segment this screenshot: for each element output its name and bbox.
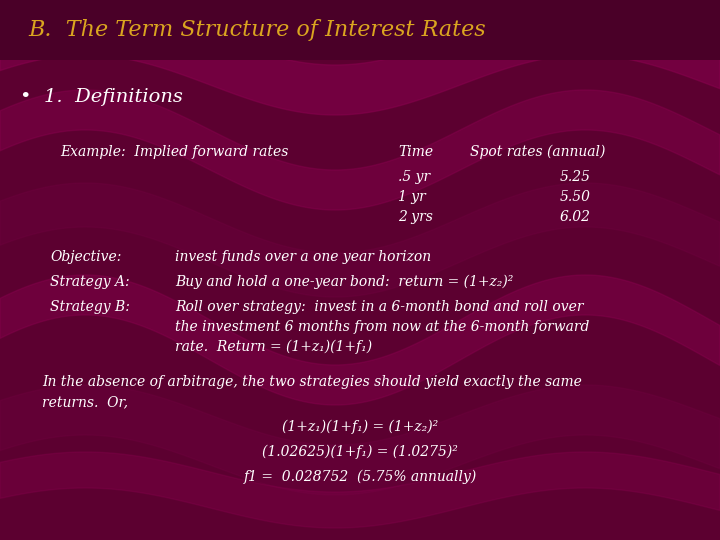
Text: Example:  Implied forward rates: Example: Implied forward rates [60, 145, 289, 159]
FancyBboxPatch shape [0, 0, 720, 60]
Text: 1 yr: 1 yr [398, 190, 426, 204]
Text: f1 =  0.028752  (5.75% annually): f1 = 0.028752 (5.75% annually) [243, 470, 477, 484]
Text: invest funds over a one year horizon: invest funds over a one year horizon [175, 250, 431, 264]
Text: Strategy A:: Strategy A: [50, 275, 130, 289]
Text: Spot rates (annual): Spot rates (annual) [470, 145, 606, 159]
Text: In the absence of arbitrage, the two strategies should yield exactly the same: In the absence of arbitrage, the two str… [42, 375, 582, 389]
Text: rate.  Return = (1+z₁)(1+f₁): rate. Return = (1+z₁)(1+f₁) [175, 340, 372, 354]
Text: Strategy B:: Strategy B: [50, 300, 130, 314]
Text: Buy and hold a one-year bond:  return = (1+z₂)²: Buy and hold a one-year bond: return = (… [175, 275, 513, 289]
Text: 5.50: 5.50 [560, 190, 591, 204]
Text: Time: Time [398, 145, 433, 159]
Text: Roll over strategy:  invest in a 6-month bond and roll over: Roll over strategy: invest in a 6-month … [175, 300, 583, 314]
Text: 2 yrs: 2 yrs [398, 210, 433, 224]
Text: 5.25: 5.25 [560, 170, 591, 184]
Text: Objective:: Objective: [50, 250, 122, 264]
Text: .5 yr: .5 yr [398, 170, 430, 184]
Text: 6.02: 6.02 [560, 210, 591, 224]
Text: returns.  Or,: returns. Or, [42, 395, 128, 409]
Text: B.  The Term Structure of Interest Rates: B. The Term Structure of Interest Rates [28, 19, 485, 41]
Text: (1+z₁)(1+f₁) = (1+z₂)²: (1+z₁)(1+f₁) = (1+z₂)² [282, 420, 438, 434]
Text: the investment 6 months from now at the 6-month forward: the investment 6 months from now at the … [175, 320, 590, 334]
Text: •  1.  Definitions: • 1. Definitions [20, 88, 183, 106]
Text: (1.02625)(1+f₁) = (1.0275)²: (1.02625)(1+f₁) = (1.0275)² [262, 445, 458, 459]
